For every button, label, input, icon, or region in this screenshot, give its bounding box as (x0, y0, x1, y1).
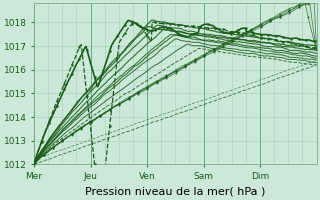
X-axis label: Pression niveau de la mer( hPa ): Pression niveau de la mer( hPa ) (85, 187, 266, 197)
